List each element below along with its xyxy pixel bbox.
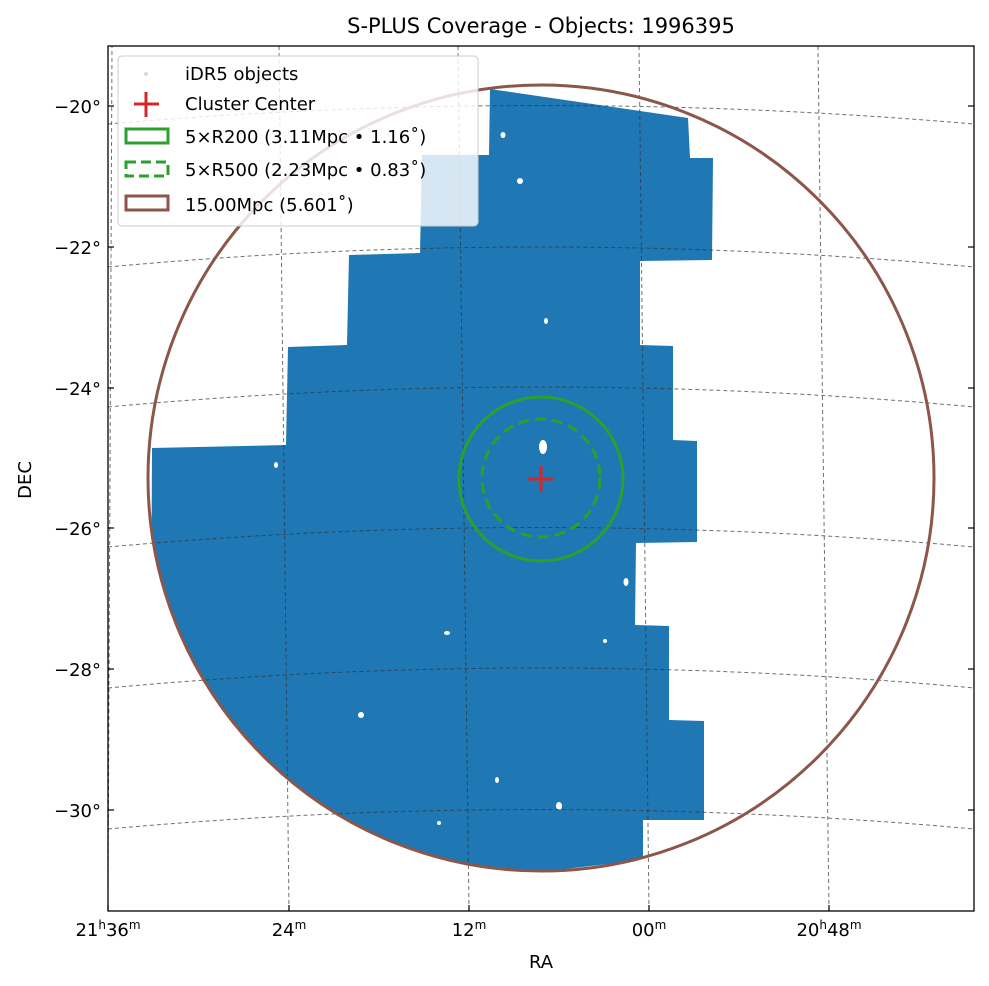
legend: iDR5 objects Cluster Center 5×R200 (3.11… xyxy=(117,55,479,227)
x-tick-labels: 21h36m 24m 12m 00m 20h48m xyxy=(75,918,861,941)
circle-15mpc xyxy=(146,83,936,873)
y-tick-label: −22° xyxy=(54,238,101,259)
cluster-center-marker xyxy=(528,466,553,492)
legend-label: 5×R500 (2.23Mpc • 0.83˚) xyxy=(185,160,426,181)
legend-label: iDR5 objects xyxy=(185,64,298,85)
x-tick-label: 24m xyxy=(272,918,307,941)
y-tick-label: −20° xyxy=(54,97,101,118)
legend-label: 15.00Mpc (5.601˚) xyxy=(185,195,354,216)
legend-swatch-dashed-green xyxy=(124,160,170,178)
y-tick-label: −24° xyxy=(54,379,101,400)
y-tick-labels: −20° −22° −24° −26° −28° −30° xyxy=(54,97,101,822)
coordinate-grid xyxy=(108,46,974,911)
legend-box xyxy=(117,55,479,227)
x-tick-label: 21h36m xyxy=(75,918,140,941)
y-axis-label: DEC xyxy=(15,461,36,499)
plot-frame xyxy=(107,45,975,912)
axis-ticks xyxy=(107,105,974,911)
legend-item-5r200: 5×R200 (3.11Mpc • 1.16˚) xyxy=(124,127,426,148)
y-tick-label: −26° xyxy=(54,519,101,540)
y-tick-label: −30° xyxy=(54,801,101,822)
chart-title: S-PLUS Coverage - Objects: 1996395 xyxy=(347,14,735,38)
legend-swatch-solid-green xyxy=(124,127,170,145)
circle-5r500 xyxy=(480,417,602,539)
legend-item-idr5: iDR5 objects xyxy=(144,64,298,85)
legend-item-15mpc: 15.00Mpc (5.601˚) xyxy=(124,194,354,216)
legend-swatch-brown xyxy=(124,194,170,212)
idr5-objects-area xyxy=(150,89,713,871)
x-tick-label: 12m xyxy=(452,918,487,941)
legend-item-5r500: 5×R500 (2.23Mpc • 0.83˚) xyxy=(124,160,426,181)
y-tick-label: −28° xyxy=(54,660,101,681)
coverage-points xyxy=(150,89,713,871)
x-axis-label: RA xyxy=(529,952,554,973)
x-tick-label: 00m xyxy=(632,918,667,941)
x-tick-label: 20h48m xyxy=(796,918,861,941)
legend-item-cluster-center: Cluster Center xyxy=(134,92,316,117)
legend-swatch-idr5 xyxy=(144,72,148,76)
legend-swatch-plus xyxy=(134,92,159,117)
legend-label: Cluster Center xyxy=(185,94,316,115)
circle-5r200 xyxy=(457,395,625,563)
coverage-holes xyxy=(274,132,629,825)
legend-label: 5×R200 (3.11Mpc • 1.16˚) xyxy=(185,127,426,148)
